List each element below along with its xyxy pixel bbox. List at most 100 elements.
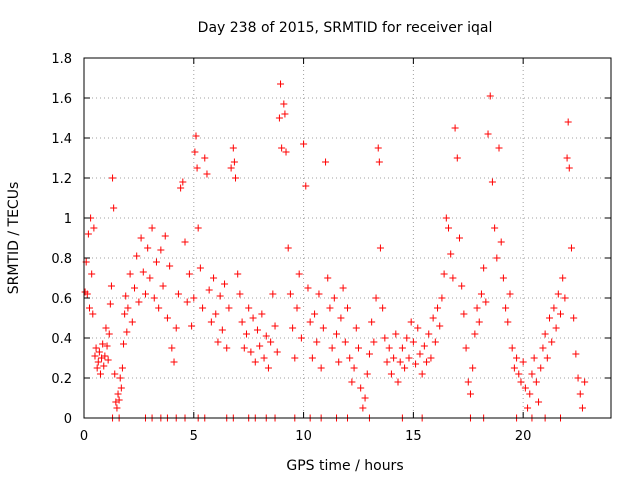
data-point xyxy=(370,338,378,346)
data-point xyxy=(193,164,201,172)
data-point xyxy=(121,310,129,318)
data-point xyxy=(368,318,376,326)
data-point xyxy=(554,290,562,298)
y-tick-label: 0 xyxy=(64,412,72,427)
data-point xyxy=(574,374,582,382)
data-point xyxy=(440,270,448,278)
data-point xyxy=(359,404,367,412)
data-point xyxy=(92,344,100,352)
data-point xyxy=(535,398,543,406)
data-point xyxy=(313,338,321,346)
data-point xyxy=(122,292,130,300)
data-point xyxy=(135,298,143,306)
data-point xyxy=(90,224,98,232)
data-point xyxy=(499,274,507,282)
data-point xyxy=(559,274,567,282)
data-point xyxy=(447,250,455,258)
data-point xyxy=(354,344,362,352)
y-axis-label: SRMTID / TECUs xyxy=(6,182,22,295)
data-point xyxy=(460,310,468,318)
data-point xyxy=(361,394,369,402)
data-point xyxy=(357,384,365,392)
y-tick-label: 0.2 xyxy=(51,372,72,387)
data-point xyxy=(526,390,534,398)
data-point xyxy=(84,230,92,238)
data-point xyxy=(383,358,391,366)
data-point xyxy=(387,370,395,378)
data-point xyxy=(392,330,400,338)
data-point xyxy=(546,314,554,322)
data-point xyxy=(105,330,113,338)
data-point xyxy=(372,294,380,302)
data-point xyxy=(253,326,261,334)
data-point xyxy=(177,184,185,192)
data-point xyxy=(403,334,411,342)
data-point xyxy=(493,254,501,262)
data-point xyxy=(245,304,253,312)
data-point xyxy=(159,282,167,290)
data-point xyxy=(552,324,560,332)
y-tick-label: 1.8 xyxy=(51,52,72,67)
y-tick-label: 1.6 xyxy=(51,92,72,107)
data-point xyxy=(194,224,202,232)
data-point xyxy=(510,364,518,372)
data-point xyxy=(381,334,389,342)
data-point xyxy=(581,378,589,386)
data-point xyxy=(429,314,437,322)
data-point xyxy=(567,244,575,252)
data-point xyxy=(188,322,196,330)
data-point xyxy=(576,390,584,398)
data-point xyxy=(339,284,347,292)
data-point xyxy=(409,338,417,346)
data-point xyxy=(247,348,255,356)
data-point xyxy=(311,310,319,318)
data-point xyxy=(212,310,220,318)
x-tick-label: 5 xyxy=(190,429,198,444)
data-point xyxy=(126,270,134,278)
data-point xyxy=(238,318,246,326)
data-point xyxy=(375,158,383,166)
data-point xyxy=(196,264,204,272)
x-axis-label: GPS time / hours xyxy=(286,458,403,474)
data-point xyxy=(146,274,154,282)
data-point xyxy=(330,294,338,302)
data-point xyxy=(281,110,289,118)
data-point xyxy=(486,92,494,100)
data-point xyxy=(425,330,433,338)
data-point xyxy=(341,338,349,346)
axis-ticks: 0 0.2 0.4 0.6 0.8 1 1.2 1.4 1.6 1.8 0 5 10 15 20 xyxy=(51,52,611,444)
data-point xyxy=(502,304,510,312)
data-point xyxy=(96,370,104,378)
data-point xyxy=(344,304,351,312)
chart-title: Day 238 of 2015, SRMTID for receiver iqa… xyxy=(198,20,493,36)
plot-frame xyxy=(83,57,612,419)
data-point xyxy=(280,100,288,108)
data-point xyxy=(199,304,207,312)
data-point xyxy=(530,354,538,362)
data-point xyxy=(449,274,457,282)
data-point xyxy=(275,114,283,122)
data-point xyxy=(491,224,499,232)
data-point xyxy=(295,270,303,278)
data-point xyxy=(352,324,360,332)
data-point xyxy=(473,304,481,312)
data-point xyxy=(240,344,248,352)
y-tick-label: 1.2 xyxy=(51,172,72,187)
data-point xyxy=(91,352,99,360)
data-point xyxy=(469,364,477,372)
data-point xyxy=(116,374,124,382)
data-point xyxy=(324,274,332,282)
data-point xyxy=(300,140,308,148)
data-point xyxy=(350,364,358,372)
data-point xyxy=(335,358,343,366)
data-point xyxy=(123,328,131,336)
data-point xyxy=(113,404,121,412)
data-point xyxy=(416,350,424,358)
data-point xyxy=(115,396,123,404)
data-point xyxy=(326,304,334,312)
data-point xyxy=(157,246,165,254)
data-point xyxy=(155,304,163,312)
data-point xyxy=(118,364,126,372)
data-point xyxy=(216,292,224,300)
